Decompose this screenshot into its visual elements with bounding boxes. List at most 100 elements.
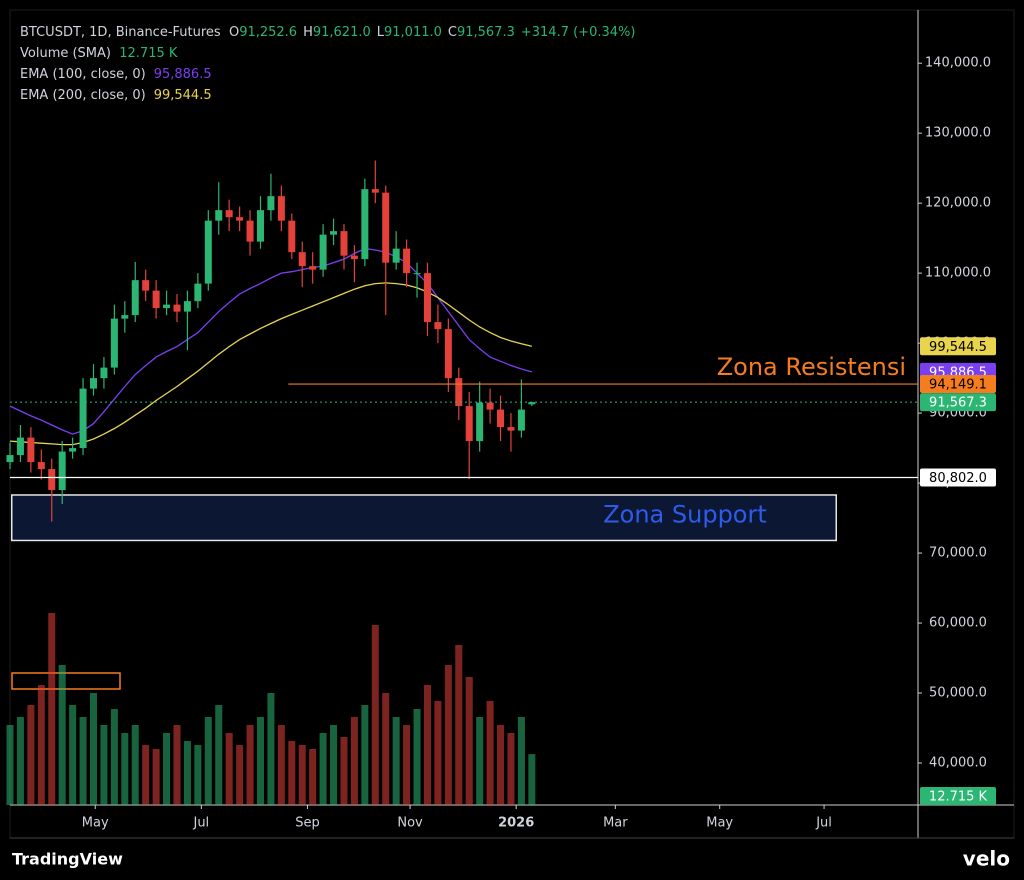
price-box-label: 80,802.0 xyxy=(929,471,987,486)
price-box xyxy=(920,468,996,487)
support-zone xyxy=(10,494,837,542)
candle-body xyxy=(173,304,181,312)
candle-body xyxy=(58,451,66,491)
x-tick-label: Nov xyxy=(397,816,423,831)
candle-body xyxy=(497,409,505,428)
volume-bar xyxy=(58,665,66,805)
legend-row: Volume (SMA) 12.715 K xyxy=(20,43,635,64)
y-tick-label: 40,000.0 xyxy=(929,756,987,771)
candle-body xyxy=(455,378,463,407)
candle-body xyxy=(215,210,223,221)
candle-body xyxy=(350,255,358,260)
candle-body xyxy=(434,322,442,330)
candle-body xyxy=(361,189,369,260)
candle-body xyxy=(163,304,171,309)
volume-bar xyxy=(288,741,296,805)
ohlc-value: 91,252.6 xyxy=(239,25,298,40)
volume-bar xyxy=(69,705,77,805)
drawing-box xyxy=(11,672,121,690)
candle-body xyxy=(277,196,285,221)
candle-body xyxy=(382,192,390,263)
legend-value: 95,886.5 xyxy=(153,67,212,82)
volume-bar xyxy=(79,717,87,805)
volume-bar xyxy=(434,701,442,805)
volume-bar xyxy=(183,741,191,805)
volume-bar xyxy=(204,717,212,805)
candle-body xyxy=(528,402,536,405)
candle-body xyxy=(6,455,14,463)
volume-bar xyxy=(423,685,431,805)
volume-bar xyxy=(361,705,369,805)
legend-name: EMA (200, close, 0) xyxy=(20,88,146,103)
candle-body xyxy=(121,315,129,319)
y-tick-label: 50,000.0 xyxy=(929,686,987,701)
price-box-label: 99,544.5 xyxy=(929,340,987,355)
volume-bar xyxy=(16,717,24,805)
volume-bar xyxy=(89,693,97,805)
volume-bar xyxy=(330,725,338,805)
candle-body xyxy=(100,367,108,379)
legend-row: EMA (100, close, 0) 95,886.5 xyxy=(20,64,635,85)
candle-body xyxy=(340,231,348,256)
y-tick-label: 110,000.0 xyxy=(925,266,991,281)
ohlc-value: 91,011.0 xyxy=(384,25,442,40)
price-box-label: 94,149.1 xyxy=(929,378,987,393)
candle-body xyxy=(37,462,45,470)
candle-body xyxy=(476,402,484,442)
legend-row: EMA (200, close, 0) 99,544.5 xyxy=(20,85,635,106)
candle-body xyxy=(267,196,275,211)
volume-bar xyxy=(497,725,505,805)
volume-bar xyxy=(455,645,463,805)
candle-body xyxy=(27,437,35,463)
price-box xyxy=(920,375,996,394)
volume-bar xyxy=(6,725,14,805)
legend-value: 99,544.5 xyxy=(153,88,212,103)
volume-bar xyxy=(413,709,421,805)
frame xyxy=(9,9,1015,839)
ema-line xyxy=(9,247,532,435)
candle-body xyxy=(110,318,118,368)
volume-bar xyxy=(246,725,254,805)
volume-bar xyxy=(236,745,244,805)
change: +314.7 (+0.34%) xyxy=(520,25,636,40)
candle-body xyxy=(79,388,87,449)
candle-body xyxy=(246,220,254,242)
y-tick-label: 120,000.0 xyxy=(925,196,991,211)
candle-body xyxy=(16,437,24,456)
y-tick-label: 130,000.0 xyxy=(925,126,991,141)
price-box-label: 12.715 K xyxy=(929,790,988,805)
volume-bar xyxy=(517,717,525,805)
candle-body xyxy=(309,266,317,270)
y-tick-label: 70,000.0 xyxy=(929,546,987,561)
candle-body xyxy=(142,280,150,291)
level-text: Zona Resistensi xyxy=(717,353,906,381)
legend-value: 12.715 K xyxy=(119,46,178,61)
price-box-label: 91,567.3 xyxy=(929,396,987,411)
candle-body xyxy=(48,469,56,491)
x-tick-label: Jul xyxy=(815,816,832,831)
volume-bar xyxy=(444,665,452,805)
price-box xyxy=(920,787,996,805)
volume-bar xyxy=(298,745,306,805)
candle-body xyxy=(319,234,327,270)
volume-bar xyxy=(277,725,285,805)
candle-body xyxy=(183,301,191,312)
candle-body xyxy=(204,220,212,284)
ohlc-value: 91,567.3 xyxy=(456,25,515,40)
candle-body xyxy=(486,402,494,410)
volume-bar xyxy=(152,749,160,805)
candle-body xyxy=(131,280,139,316)
y-tick-label: 140,000.0 xyxy=(925,56,991,71)
volume-bar xyxy=(256,717,264,805)
ohlc-key: C xyxy=(447,25,457,40)
volume-bar xyxy=(27,705,35,805)
ema-line xyxy=(9,282,532,446)
x-tick-label: May xyxy=(82,816,109,831)
candle-body xyxy=(392,248,400,263)
ohlc-key: H xyxy=(303,25,313,40)
volume-bar xyxy=(309,749,317,805)
ohlc-key: L xyxy=(376,25,384,40)
volume-bar xyxy=(403,725,411,805)
candle-body xyxy=(517,409,525,431)
candle-body xyxy=(403,248,411,274)
